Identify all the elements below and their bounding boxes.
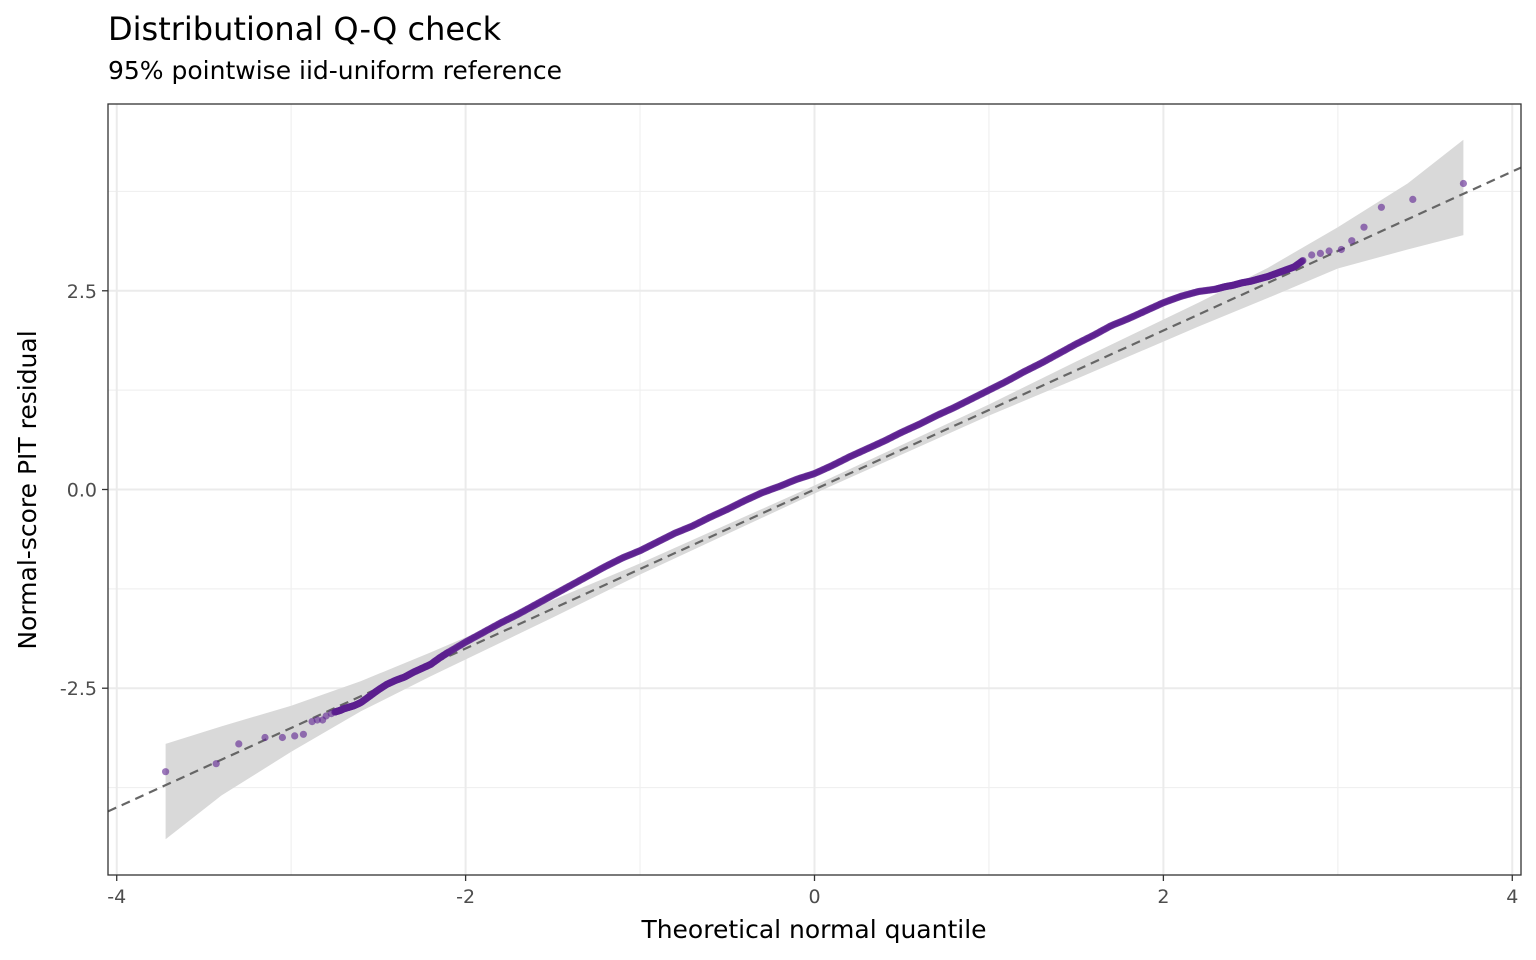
data-point: [1308, 251, 1316, 259]
chart-subtitle: 95% pointwise iid-uniform reference: [108, 56, 563, 85]
x-tick-label: -2: [456, 886, 475, 908]
x-tick-label: -4: [107, 886, 126, 908]
data-point: [1325, 247, 1333, 255]
data-point: [299, 730, 307, 738]
x-axis-title: Theoretical normal quantile: [640, 915, 986, 944]
y-axis-ticks: -2.5 0.0 2.5: [60, 281, 108, 700]
x-tick-label: 0: [808, 886, 820, 908]
data-point: [162, 768, 170, 776]
grid-major: [108, 104, 1521, 875]
y-axis-title: Normal-score PIT residual: [13, 330, 42, 649]
data-point: [1360, 223, 1368, 231]
data-point: [1409, 195, 1417, 203]
data-point: [313, 716, 321, 724]
data-point: [278, 733, 286, 742]
data-point: [235, 740, 243, 748]
data-point: [1377, 203, 1385, 211]
reference-line: [108, 166, 1521, 813]
data-point: [1337, 245, 1345, 254]
data-point: [1316, 249, 1324, 257]
x-axis-ticks: -4 -2 0 2 4: [107, 875, 1518, 908]
data-point: [1299, 257, 1307, 265]
data-point: [1459, 179, 1467, 188]
data-point: [261, 733, 269, 742]
y-tick-label: 0.0: [67, 480, 97, 502]
data-point: [291, 732, 299, 740]
y-tick-label: -2.5: [60, 678, 97, 700]
y-tick-label: 2.5: [67, 281, 97, 303]
data-points: [162, 179, 1467, 776]
confidence-band: [165, 139, 1464, 840]
chart-title: Distributional Q-Q check: [108, 10, 502, 48]
data-point: [1348, 237, 1356, 245]
x-tick-label: 4: [1506, 886, 1518, 908]
data-point: [212, 760, 220, 768]
x-tick-label: 2: [1157, 886, 1169, 908]
